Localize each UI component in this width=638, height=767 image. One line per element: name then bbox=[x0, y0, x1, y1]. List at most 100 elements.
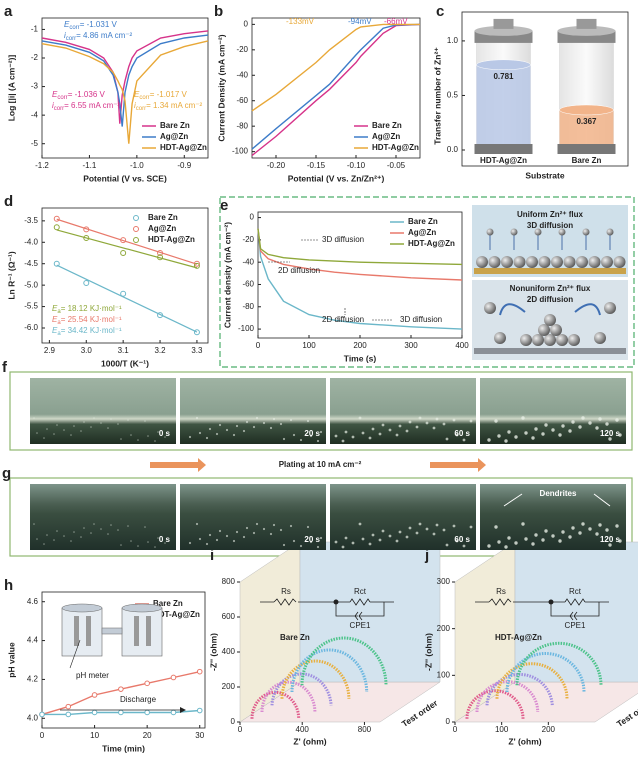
arrow-right bbox=[430, 458, 486, 472]
annotation: 2D diffusion bbox=[278, 266, 320, 275]
plot-frame bbox=[461, 11, 629, 167]
speckle bbox=[595, 532, 599, 536]
speckle bbox=[292, 433, 296, 437]
data-point bbox=[193, 329, 200, 336]
annotation-text: = -1.031 V bbox=[80, 20, 118, 29]
speckle bbox=[544, 529, 548, 533]
flow-arrows bbox=[499, 303, 601, 316]
speckle bbox=[215, 432, 219, 436]
data-point bbox=[53, 215, 60, 222]
value-label: 0.367 bbox=[576, 117, 597, 126]
impedance-arc bbox=[250, 690, 301, 719]
annotation-text: -94mV bbox=[348, 17, 372, 26]
annotation-subscript: a bbox=[57, 309, 61, 315]
annotation-symbol: i bbox=[64, 31, 66, 40]
speckle bbox=[33, 523, 35, 525]
annotation-text: 2D diffusion bbox=[278, 266, 320, 275]
node bbox=[548, 599, 554, 605]
speckle bbox=[56, 530, 58, 532]
y-tick-label: 400 bbox=[222, 647, 236, 656]
speckle bbox=[435, 417, 439, 421]
speckle bbox=[452, 524, 456, 528]
speckle bbox=[282, 543, 286, 547]
y-tick-label: -80 bbox=[242, 302, 254, 311]
schematic-label: Uniform Zn²⁺ flux bbox=[517, 210, 584, 219]
series-line bbox=[41, 30, 209, 124]
speckle bbox=[100, 528, 102, 530]
y-axis-label: Current Density (mA cm⁻²) bbox=[216, 34, 226, 141]
speckle bbox=[425, 527, 429, 531]
speckle bbox=[137, 545, 139, 547]
speckle bbox=[381, 529, 385, 533]
x-tick-label: 100 bbox=[302, 341, 316, 350]
speckle bbox=[147, 541, 149, 543]
speckle bbox=[551, 428, 555, 432]
series-line bbox=[41, 34, 209, 127]
fit-line bbox=[56, 229, 198, 269]
annotation: -66mV bbox=[384, 17, 408, 26]
speckle bbox=[462, 438, 466, 442]
annotation: icorr= 4.86 mA cm⁻² bbox=[64, 31, 132, 41]
data-point bbox=[65, 703, 72, 710]
speckle bbox=[299, 544, 303, 548]
speckle bbox=[316, 439, 320, 443]
y-tick-label: 800 bbox=[222, 577, 236, 586]
speckle bbox=[46, 428, 48, 430]
data-point bbox=[53, 224, 60, 231]
speckle bbox=[306, 525, 310, 529]
x-tick-label: 400 bbox=[296, 725, 310, 734]
panel-label: i bbox=[210, 547, 214, 564]
y-axis-label: -Z'' (ohm) bbox=[423, 633, 433, 671]
y-tick-label: 200 bbox=[222, 682, 236, 691]
speckle bbox=[455, 433, 459, 437]
data-point bbox=[193, 262, 200, 269]
terminal bbox=[493, 18, 514, 29]
data-point bbox=[193, 260, 200, 267]
y-tick-label: 0.5 bbox=[447, 91, 459, 100]
dendrite-arrow bbox=[503, 493, 523, 507]
legend-label: Ag@Zn bbox=[408, 228, 436, 237]
annotation: Ea= 18.12 KJ·mol⁻¹ bbox=[52, 304, 122, 314]
speckle bbox=[561, 530, 565, 534]
y-tick-label: -5 bbox=[31, 139, 39, 148]
impedance-arc bbox=[270, 672, 333, 706]
speckle bbox=[405, 429, 409, 433]
schematic-label: Nonuniform Zn²⁺ flux bbox=[510, 284, 591, 293]
speckle bbox=[561, 424, 565, 428]
micrograph bbox=[180, 378, 326, 444]
legend-label: HDT-Ag@Zn bbox=[153, 610, 200, 619]
deposit bbox=[544, 334, 556, 346]
speckle bbox=[262, 527, 266, 531]
value-label: 0.781 bbox=[493, 72, 514, 81]
time-label: 20 s bbox=[304, 429, 320, 438]
x-tick-label: 400 bbox=[455, 341, 469, 350]
terminal bbox=[576, 18, 597, 29]
legend-label: Bare Zn bbox=[372, 121, 402, 130]
speckle bbox=[157, 431, 159, 433]
pointer bbox=[69, 639, 81, 669]
deposit bbox=[594, 332, 606, 344]
speckle bbox=[544, 423, 548, 427]
speckle bbox=[534, 427, 538, 431]
speckle bbox=[235, 424, 239, 428]
circuit-label: Rs bbox=[496, 587, 506, 596]
annotation-symbol: E bbox=[52, 90, 58, 99]
speckle bbox=[80, 430, 82, 432]
cap-bottom bbox=[557, 144, 616, 154]
x-tick-label: 200 bbox=[542, 725, 556, 734]
series-line bbox=[257, 228, 463, 281]
speckle bbox=[595, 426, 599, 430]
y-tick-label: -20 bbox=[236, 45, 248, 54]
speckle bbox=[157, 537, 159, 539]
speckle bbox=[388, 534, 392, 538]
y-tick-label: -40 bbox=[242, 257, 254, 266]
speckle bbox=[188, 541, 192, 545]
speckle bbox=[269, 426, 273, 430]
speckle bbox=[225, 534, 229, 538]
speckle bbox=[198, 431, 202, 435]
deposit bbox=[563, 256, 576, 268]
speckle bbox=[90, 426, 92, 428]
bar bbox=[559, 109, 614, 150]
annotation-text: = 25.54 KJ·mol⁻¹ bbox=[61, 315, 122, 324]
speckle bbox=[452, 418, 456, 422]
